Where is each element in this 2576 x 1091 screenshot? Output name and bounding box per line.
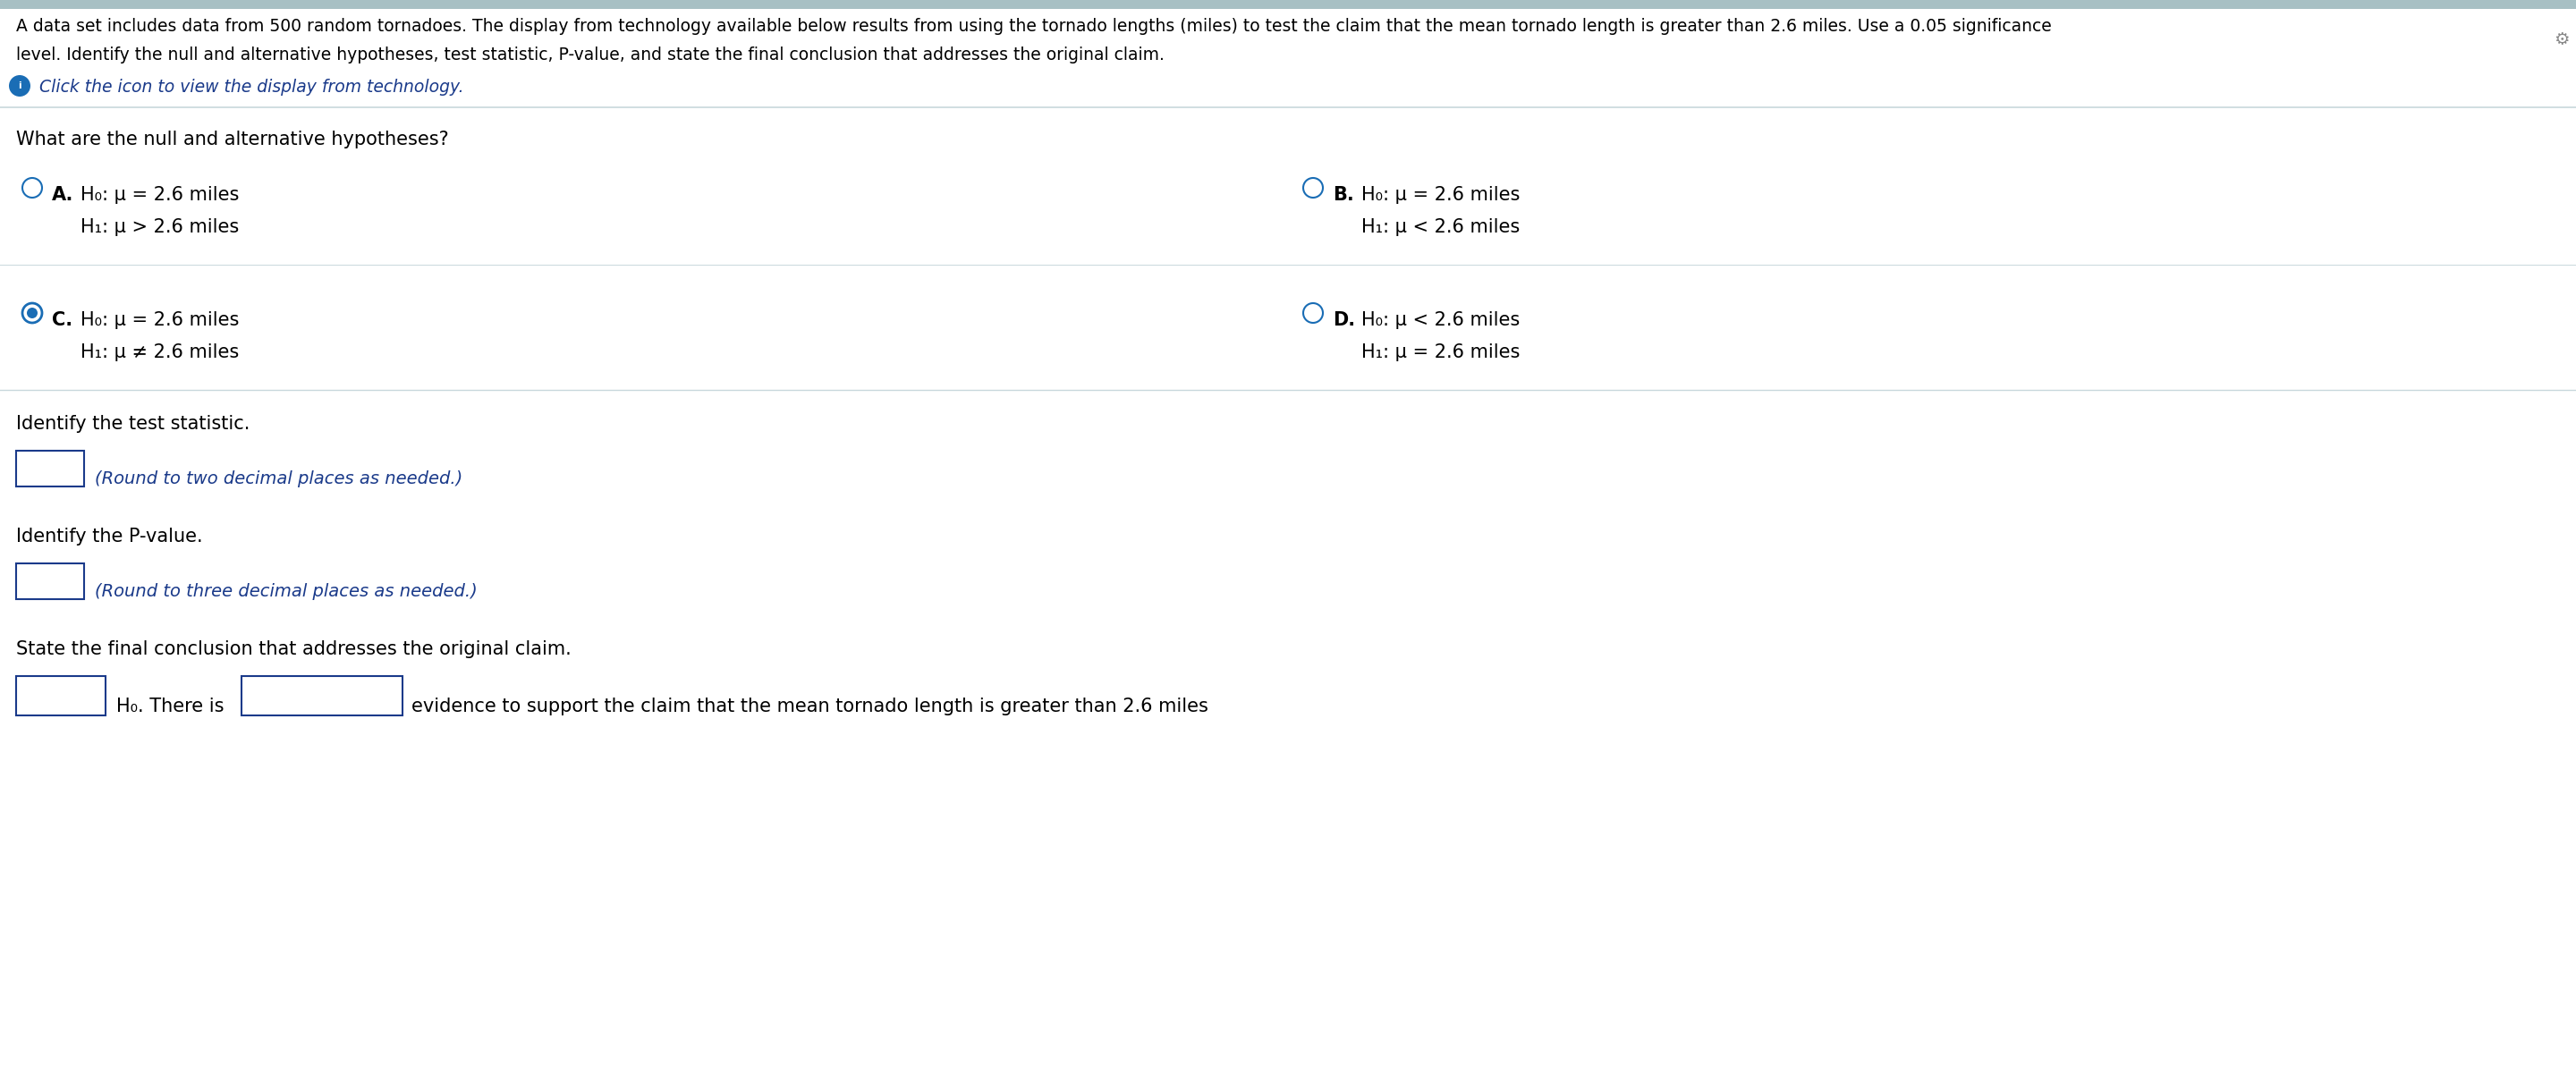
- Text: ⚙: ⚙: [2553, 31, 2568, 48]
- Text: H₁: μ > 2.6 miles: H₁: μ > 2.6 miles: [80, 218, 240, 236]
- Text: Reject: Reject: [31, 697, 90, 716]
- FancyBboxPatch shape: [15, 676, 106, 716]
- Text: H₀: μ < 2.6 miles: H₀: μ < 2.6 miles: [1360, 311, 1520, 329]
- Text: What are the null and alternative hypotheses?: What are the null and alternative hypoth…: [15, 131, 448, 148]
- Text: Identify the P-value.: Identify the P-value.: [15, 528, 204, 546]
- Text: i: i: [18, 82, 21, 91]
- Circle shape: [8, 75, 31, 97]
- Text: H₁: μ < 2.6 miles: H₁: μ < 2.6 miles: [1360, 218, 1520, 236]
- Text: level. Identify the null and alternative hypotheses, test statistic, P-value, an: level. Identify the null and alternative…: [15, 47, 1164, 63]
- Text: State the final conclusion that addresses the original claim.: State the final conclusion that addresse…: [15, 640, 572, 658]
- Text: H₀: μ = 2.6 miles: H₀: μ = 2.6 miles: [1360, 185, 1520, 204]
- Text: A data set includes data from 500 random tornadoes. The display from technology : A data set includes data from 500 random…: [15, 17, 2050, 35]
- Text: evidence to support the claim that the mean tornado length is greater than 2.6 m: evidence to support the claim that the m…: [412, 697, 1208, 716]
- FancyBboxPatch shape: [15, 451, 85, 487]
- Text: D.: D.: [1332, 311, 1355, 329]
- Text: Identify the test statistic.: Identify the test statistic.: [15, 415, 250, 433]
- Text: (Round to two decimal places as needed.): (Round to two decimal places as needed.): [95, 470, 464, 488]
- Text: (Round to three decimal places as needed.): (Round to three decimal places as needed…: [95, 583, 477, 600]
- Text: not sufficient: not sufficient: [260, 697, 384, 716]
- FancyBboxPatch shape: [15, 563, 85, 599]
- Text: A.: A.: [52, 185, 75, 204]
- Text: H₀. There is: H₀. There is: [116, 697, 224, 716]
- FancyBboxPatch shape: [242, 676, 402, 716]
- Text: C.: C.: [52, 311, 72, 329]
- Bar: [0, 0, 2576, 9]
- Text: H₁: μ ≠ 2.6 miles: H₁: μ ≠ 2.6 miles: [80, 344, 240, 361]
- Text: B.: B.: [1332, 185, 1355, 204]
- Text: H₀: μ = 2.6 miles: H₀: μ = 2.6 miles: [80, 185, 240, 204]
- Text: H₀: μ = 2.6 miles: H₀: μ = 2.6 miles: [80, 311, 240, 329]
- Circle shape: [26, 308, 39, 319]
- Text: H₁: μ = 2.6 miles: H₁: μ = 2.6 miles: [1360, 344, 1520, 361]
- Text: Click the icon to view the display from technology.: Click the icon to view the display from …: [39, 79, 464, 96]
